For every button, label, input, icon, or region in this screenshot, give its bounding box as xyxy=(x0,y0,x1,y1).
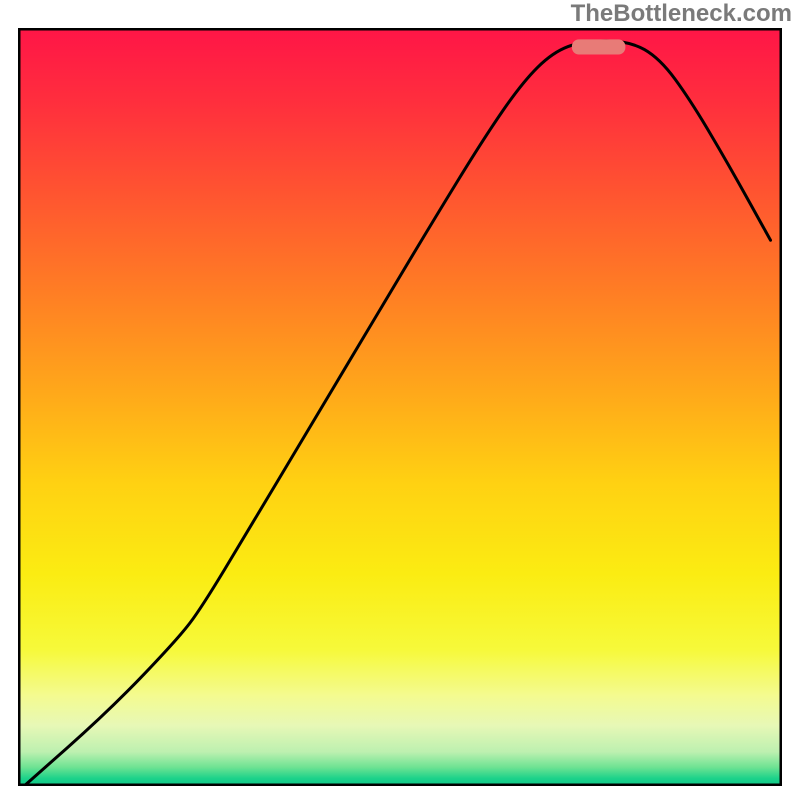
plot-area xyxy=(18,28,782,786)
watermark-text: TheBottleneck.com xyxy=(571,0,792,28)
sweet-spot-marker xyxy=(572,39,625,54)
chart-svg xyxy=(18,28,782,786)
gradient-fill xyxy=(18,28,782,786)
figure-root: TheBottleneck.com xyxy=(0,0,800,800)
